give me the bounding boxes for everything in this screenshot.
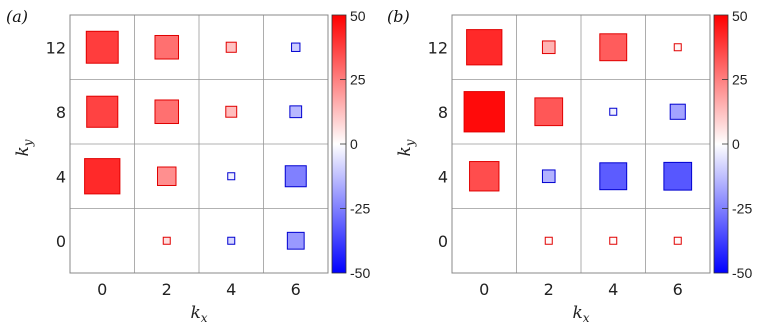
panel-b-cb-label-neg25: -25 bbox=[732, 201, 752, 217]
panel-b-colorbar: 50 25 0 -25 -50 bbox=[713, 8, 752, 281]
panel-b-ytick-8: 8 bbox=[438, 103, 448, 122]
panel-b-xtick-2: 2 bbox=[544, 280, 554, 299]
panel-b-cb-label-0: 0 bbox=[732, 136, 740, 152]
panel-a-label: (a) bbox=[6, 7, 28, 26]
panel-b-marker-kx4-ky12 bbox=[599, 33, 628, 62]
panel-a-ytick-0: 0 bbox=[56, 232, 66, 251]
panel-b-y-axis-label: ky bbox=[395, 139, 417, 156]
panel-a-xtick-6: 6 bbox=[291, 280, 301, 299]
panel-a-ytick-4: 4 bbox=[56, 168, 66, 187]
panel-a-marker-kx6-ky12 bbox=[291, 42, 301, 52]
panel-a-marker-kx6-ky0 bbox=[286, 231, 305, 250]
panel-a-marker-kx0-ky4 bbox=[84, 158, 121, 195]
panel-b-marker-kx0-ky4 bbox=[469, 161, 500, 192]
panel-b-grid bbox=[452, 15, 710, 273]
panel-b-marker-kx6-ky0 bbox=[673, 236, 682, 245]
panel-b-marker-kx6-ky8 bbox=[669, 103, 686, 120]
panel-a-xtick-0: 0 bbox=[97, 280, 107, 299]
panel-a-cb-label-neg25: -25 bbox=[350, 201, 370, 217]
panel-a-marker-kx4-ky8 bbox=[225, 105, 238, 118]
panel-a-marker-kx6-ky8 bbox=[289, 105, 303, 119]
panel-b-marker-kx2-ky4 bbox=[541, 169, 556, 184]
panel-a-x-axis-label: kx bbox=[190, 303, 207, 323]
panel-a-marker-kx2-ky4 bbox=[157, 166, 177, 186]
panel-a-x-ticks: 0 2 4 6 bbox=[97, 280, 301, 299]
panel-b-xtick-6: 6 bbox=[673, 280, 683, 299]
panel-a-ytick-8: 8 bbox=[56, 103, 66, 122]
panel-a-ytick-12: 12 bbox=[46, 39, 66, 58]
panel-a-cb-label-50: 50 bbox=[350, 8, 366, 24]
panel-a-marker-kx2-ky0 bbox=[162, 236, 171, 245]
panel-b-marker-kx4-ky4 bbox=[599, 162, 628, 191]
panel-b-marker-kx0-ky8 bbox=[463, 91, 505, 133]
panel-b-marker-kx2-ky8 bbox=[534, 97, 564, 127]
panel-a-marker-kx2-ky8 bbox=[154, 99, 180, 125]
panel-b-markers bbox=[463, 29, 693, 245]
panel-b-marker-kx6-ky4 bbox=[663, 161, 693, 191]
panel-a-marker-kx0-ky12 bbox=[85, 30, 119, 64]
panel-a-cb-label-25: 25 bbox=[350, 72, 366, 88]
panel-a-marker-kx4-ky4 bbox=[227, 172, 236, 181]
panel-a-grid bbox=[70, 15, 328, 273]
panel-b-marker-kx2-ky12 bbox=[541, 40, 556, 55]
panel-a-y-ticks: 12 8 4 0 bbox=[46, 39, 66, 252]
panel-b-cb-label-neg50: -50 bbox=[732, 265, 752, 281]
panel-b-marker-kx0-ky12 bbox=[466, 29, 503, 66]
panel-b: (b) 12 8 4 0 0 2 4 6 kx ky 50 25 0 bbox=[387, 7, 752, 323]
panel-a-marker-kx4-ky0 bbox=[227, 236, 236, 245]
panel-b-ytick-0: 0 bbox=[438, 232, 448, 251]
panel-a-marker-kx0-ky8 bbox=[86, 95, 119, 128]
panel-a: (a) 12 8 4 0 0 2 4 6 kx ky 50 25 0 bbox=[6, 7, 370, 323]
panel-a-xtick-2: 2 bbox=[162, 280, 172, 299]
panel-a-markers bbox=[84, 30, 307, 250]
panel-b-x-ticks: 0 2 4 6 bbox=[479, 280, 683, 299]
panel-a-marker-kx2-ky12 bbox=[154, 34, 180, 60]
panel-b-marker-kx4-ky0 bbox=[609, 236, 618, 245]
panel-b-marker-kx4-ky8 bbox=[609, 107, 618, 116]
panel-a-marker-kx4-ky12 bbox=[225, 41, 237, 53]
panel-b-x-axis-label: kx bbox=[572, 303, 589, 323]
panel-b-marker-kx6-ky12 bbox=[673, 43, 682, 52]
panel-a-y-axis-label: ky bbox=[13, 139, 35, 156]
panel-b-xtick-0: 0 bbox=[479, 280, 489, 299]
panel-b-xtick-4: 4 bbox=[608, 280, 618, 299]
panel-b-plot-frame bbox=[451, 14, 711, 274]
panel-b-cb-label-25: 25 bbox=[732, 72, 748, 88]
panel-b-y-ticks: 12 8 4 0 bbox=[428, 39, 448, 252]
panel-b-label: (b) bbox=[387, 7, 410, 26]
panel-a-colorbar: 50 25 0 -25 -50 bbox=[331, 8, 370, 281]
panel-a-plot-frame bbox=[69, 14, 329, 274]
panel-b-colorbar-ticks bbox=[722, 79, 728, 209]
panel-a-marker-kx6-ky4 bbox=[284, 165, 307, 188]
panel-a-colorbar-ticks bbox=[340, 79, 346, 209]
panel-a-cb-label-0: 0 bbox=[350, 136, 358, 152]
panel-a-xtick-4: 4 bbox=[226, 280, 236, 299]
panel-b-cb-label-50: 50 bbox=[732, 8, 748, 24]
panel-a-cb-label-neg50: -50 bbox=[350, 265, 370, 281]
panel-b-marker-kx2-ky0 bbox=[544, 236, 553, 245]
panel-b-ytick-12: 12 bbox=[428, 39, 448, 58]
panel-b-ytick-4: 4 bbox=[438, 168, 448, 187]
